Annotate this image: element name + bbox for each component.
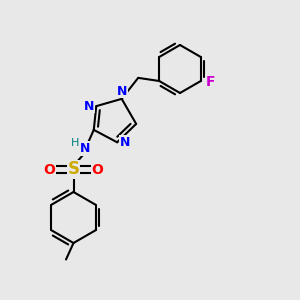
Text: N: N [116,85,127,98]
Text: O: O [44,163,56,176]
Text: N: N [119,136,130,149]
Text: N: N [84,100,94,112]
Text: F: F [206,76,215,89]
Text: H: H [71,137,79,148]
Text: S: S [68,160,80,178]
Text: N: N [80,142,91,155]
Text: O: O [92,163,104,176]
